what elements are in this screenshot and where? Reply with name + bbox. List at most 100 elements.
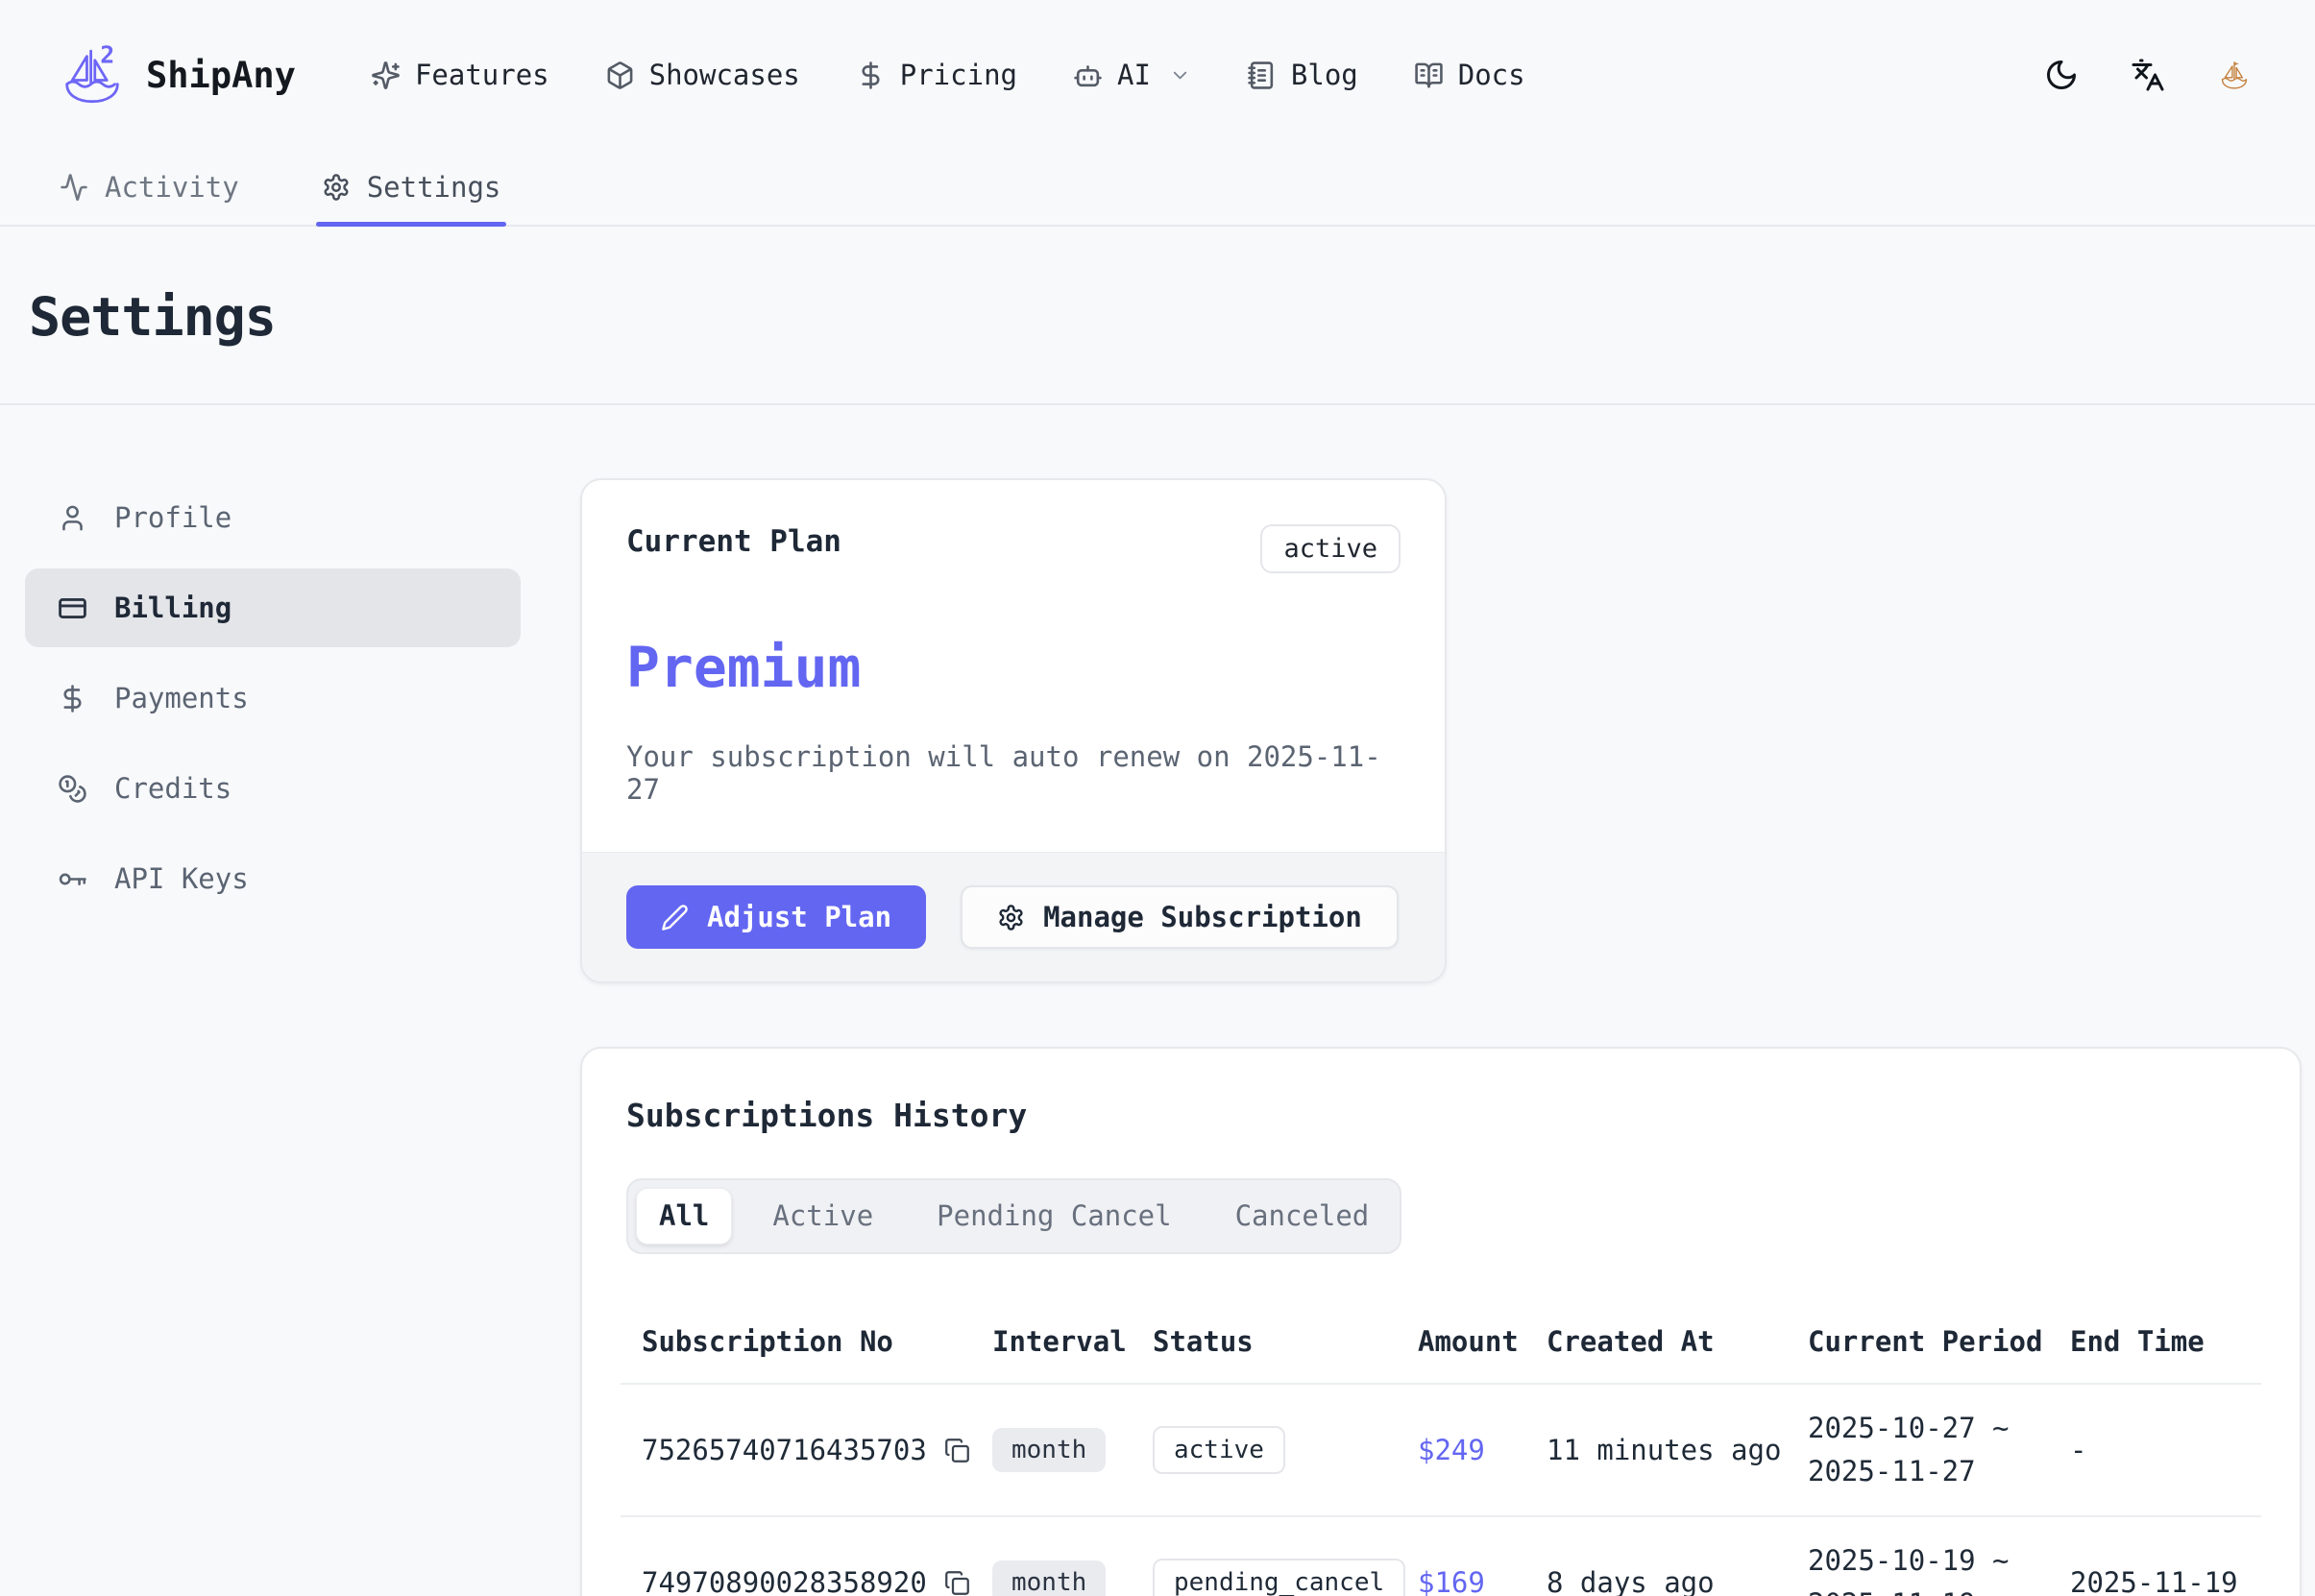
notebook-icon [1248,60,1274,89]
tab-label: Settings [366,171,501,204]
title-band: Settings [0,227,2315,405]
subscriptions-table: Subscription No Interval Status Amount C… [621,1310,2261,1596]
col-header-status: Status [1153,1325,1254,1358]
nav-item-showcases[interactable]: Showcases [605,59,800,91]
filter-all[interactable]: All [636,1188,733,1245]
settings-content: Profile Billing Payments Credits AP [0,405,2315,1596]
tab-settings[interactable]: Settings [315,150,507,227]
dollar-icon [862,60,880,89]
sidebar-item-label: Billing [114,592,232,624]
status-badge: pending_cancel [1153,1559,1406,1596]
cell-created-at: 11 minutes ago [1547,1434,1782,1466]
cell-amount: $169 [1418,1566,1485,1596]
col-header-current-period: Current Period [1808,1325,2043,1358]
col-header-created-at: Created At [1547,1325,1715,1358]
user-avatar[interactable] [2215,56,2254,94]
period-start: 2025-10-19 ~ [1808,1544,2010,1578]
nav-item-ai[interactable]: AI [1073,59,1191,91]
nav-item-pricing[interactable]: Pricing [856,59,1017,91]
book-open-icon [1415,62,1443,87]
adjust-plan-label: Adjust Plan [707,900,892,933]
nav-label: Docs [1457,59,1525,91]
avatar-boat-icon [2221,61,2248,89]
sidebar-item-profile[interactable]: Profile [25,478,521,557]
box-icon [607,60,633,89]
activity-icon [61,174,87,201]
copy-icon[interactable] [944,1570,970,1596]
cell-end-time: 2025-11-19 [2070,1566,2238,1596]
sidebar-item-payments[interactable]: Payments [25,659,521,738]
plan-renew-text: Your subscription will auto renew on 202… [626,740,1381,806]
table-header-row: Subscription No Interval Status Amount C… [621,1310,2261,1385]
gear-icon [999,904,1023,931]
sidebar-item-credits[interactable]: Credits [25,749,521,828]
sidebar-item-api-keys[interactable]: API Keys [25,839,521,918]
cell-current-period: 2025-10-19 ~ 2025-11-19 [1808,1539,2070,1596]
sidebar-item-label: API Keys [114,862,249,895]
sidebar-item-billing[interactable]: Billing [25,568,521,647]
main-nav: Features Showcases Pricing AI [371,59,2042,91]
dollar-icon [63,684,82,713]
plan-status-badge: active [1260,524,1401,573]
moon-icon [2047,60,2076,89]
cell-current-period: 2025-10-27 ~ 2025-11-27 [1808,1407,2070,1493]
brand[interactable]: 2 ShipAny [58,40,296,109]
nav-label: AI [1116,59,1151,91]
nav-label: Pricing [899,59,1017,91]
interval-badge: month [992,1428,1107,1472]
col-header-amount: Amount [1418,1325,1519,1358]
manage-subscription-button[interactable]: Manage Subscription [961,885,1399,949]
user-icon [62,505,83,530]
history-card-title: Subscriptions History [626,1097,1028,1134]
cell-interval: month [992,1560,1153,1596]
nav-label: Blog [1290,59,1358,91]
cell-amount: $249 [1418,1434,1485,1466]
sparkles-icon [372,60,400,89]
svg-text:2: 2 [100,41,114,69]
plan-card-header: Current Plan active [582,480,1445,573]
sidebar-item-label: Credits [114,772,232,805]
language-switcher-button[interactable] [2129,56,2167,94]
subscriptions-history-card: Subscriptions History All Active Pending… [580,1047,2302,1596]
settings-sidebar: Profile Billing Payments Credits AP [25,478,521,1596]
interval-badge: month [992,1560,1107,1596]
topbar-actions [2042,56,2254,94]
cell-interval: month [992,1428,1153,1472]
filter-active[interactable]: Active [772,1199,874,1232]
tab-activity[interactable]: Activity [54,150,245,225]
theme-toggle-button[interactable] [2042,56,2081,94]
history-filter-group: All Active Pending Cancel Canceled [626,1178,1402,1254]
pencil-icon [662,904,688,931]
cell-subscription-no: 74970890028358920 [642,1566,992,1596]
cell-created-at: 8 days ago [1547,1566,1715,1596]
adjust-plan-button[interactable]: Adjust Plan [626,885,927,949]
sidebar-item-label: Profile [114,501,232,534]
tab-label: Activity [105,171,239,204]
brand-name: ShipAny [146,54,296,96]
credit-card-icon [59,597,86,618]
nav-label: Showcases [648,59,800,91]
plan-name: Premium [626,635,862,700]
cell-end-time: - [2070,1434,2087,1466]
filter-pending-cancel[interactable]: Pending Cancel [937,1199,1172,1232]
chevron-down-icon [1173,71,1187,79]
plan-card-footer: Adjust Plan Manage Subscription [582,852,1445,981]
cell-subscription-no: 75265740716435703 [642,1434,992,1466]
page-title: Settings [29,286,277,348]
bot-icon [1074,64,1102,86]
nav-item-docs[interactable]: Docs [1414,59,1525,91]
table-row: 74970890028358920 month pending_cancel $… [621,1517,2261,1596]
subscription-no-value: 74970890028358920 [642,1566,927,1596]
filter-canceled[interactable]: Canceled [1234,1199,1370,1232]
col-header-subscription-no: Subscription No [642,1325,893,1358]
period-start: 2025-10-27 ~ [1808,1412,2010,1445]
plan-card-title: Current Plan [626,524,841,559]
coins-icon [59,774,86,803]
manage-subscription-label: Manage Subscription [1043,900,1362,933]
table-row: 75265740716435703 month active $249 11 m… [621,1385,2261,1517]
nav-item-features[interactable]: Features [371,59,549,91]
copy-icon[interactable] [944,1438,970,1463]
topbar: 2 ShipAny Features Showcases Pricing [0,0,2315,150]
cell-status: pending_cancel [1153,1559,1418,1596]
nav-item-blog[interactable]: Blog [1247,59,1358,91]
